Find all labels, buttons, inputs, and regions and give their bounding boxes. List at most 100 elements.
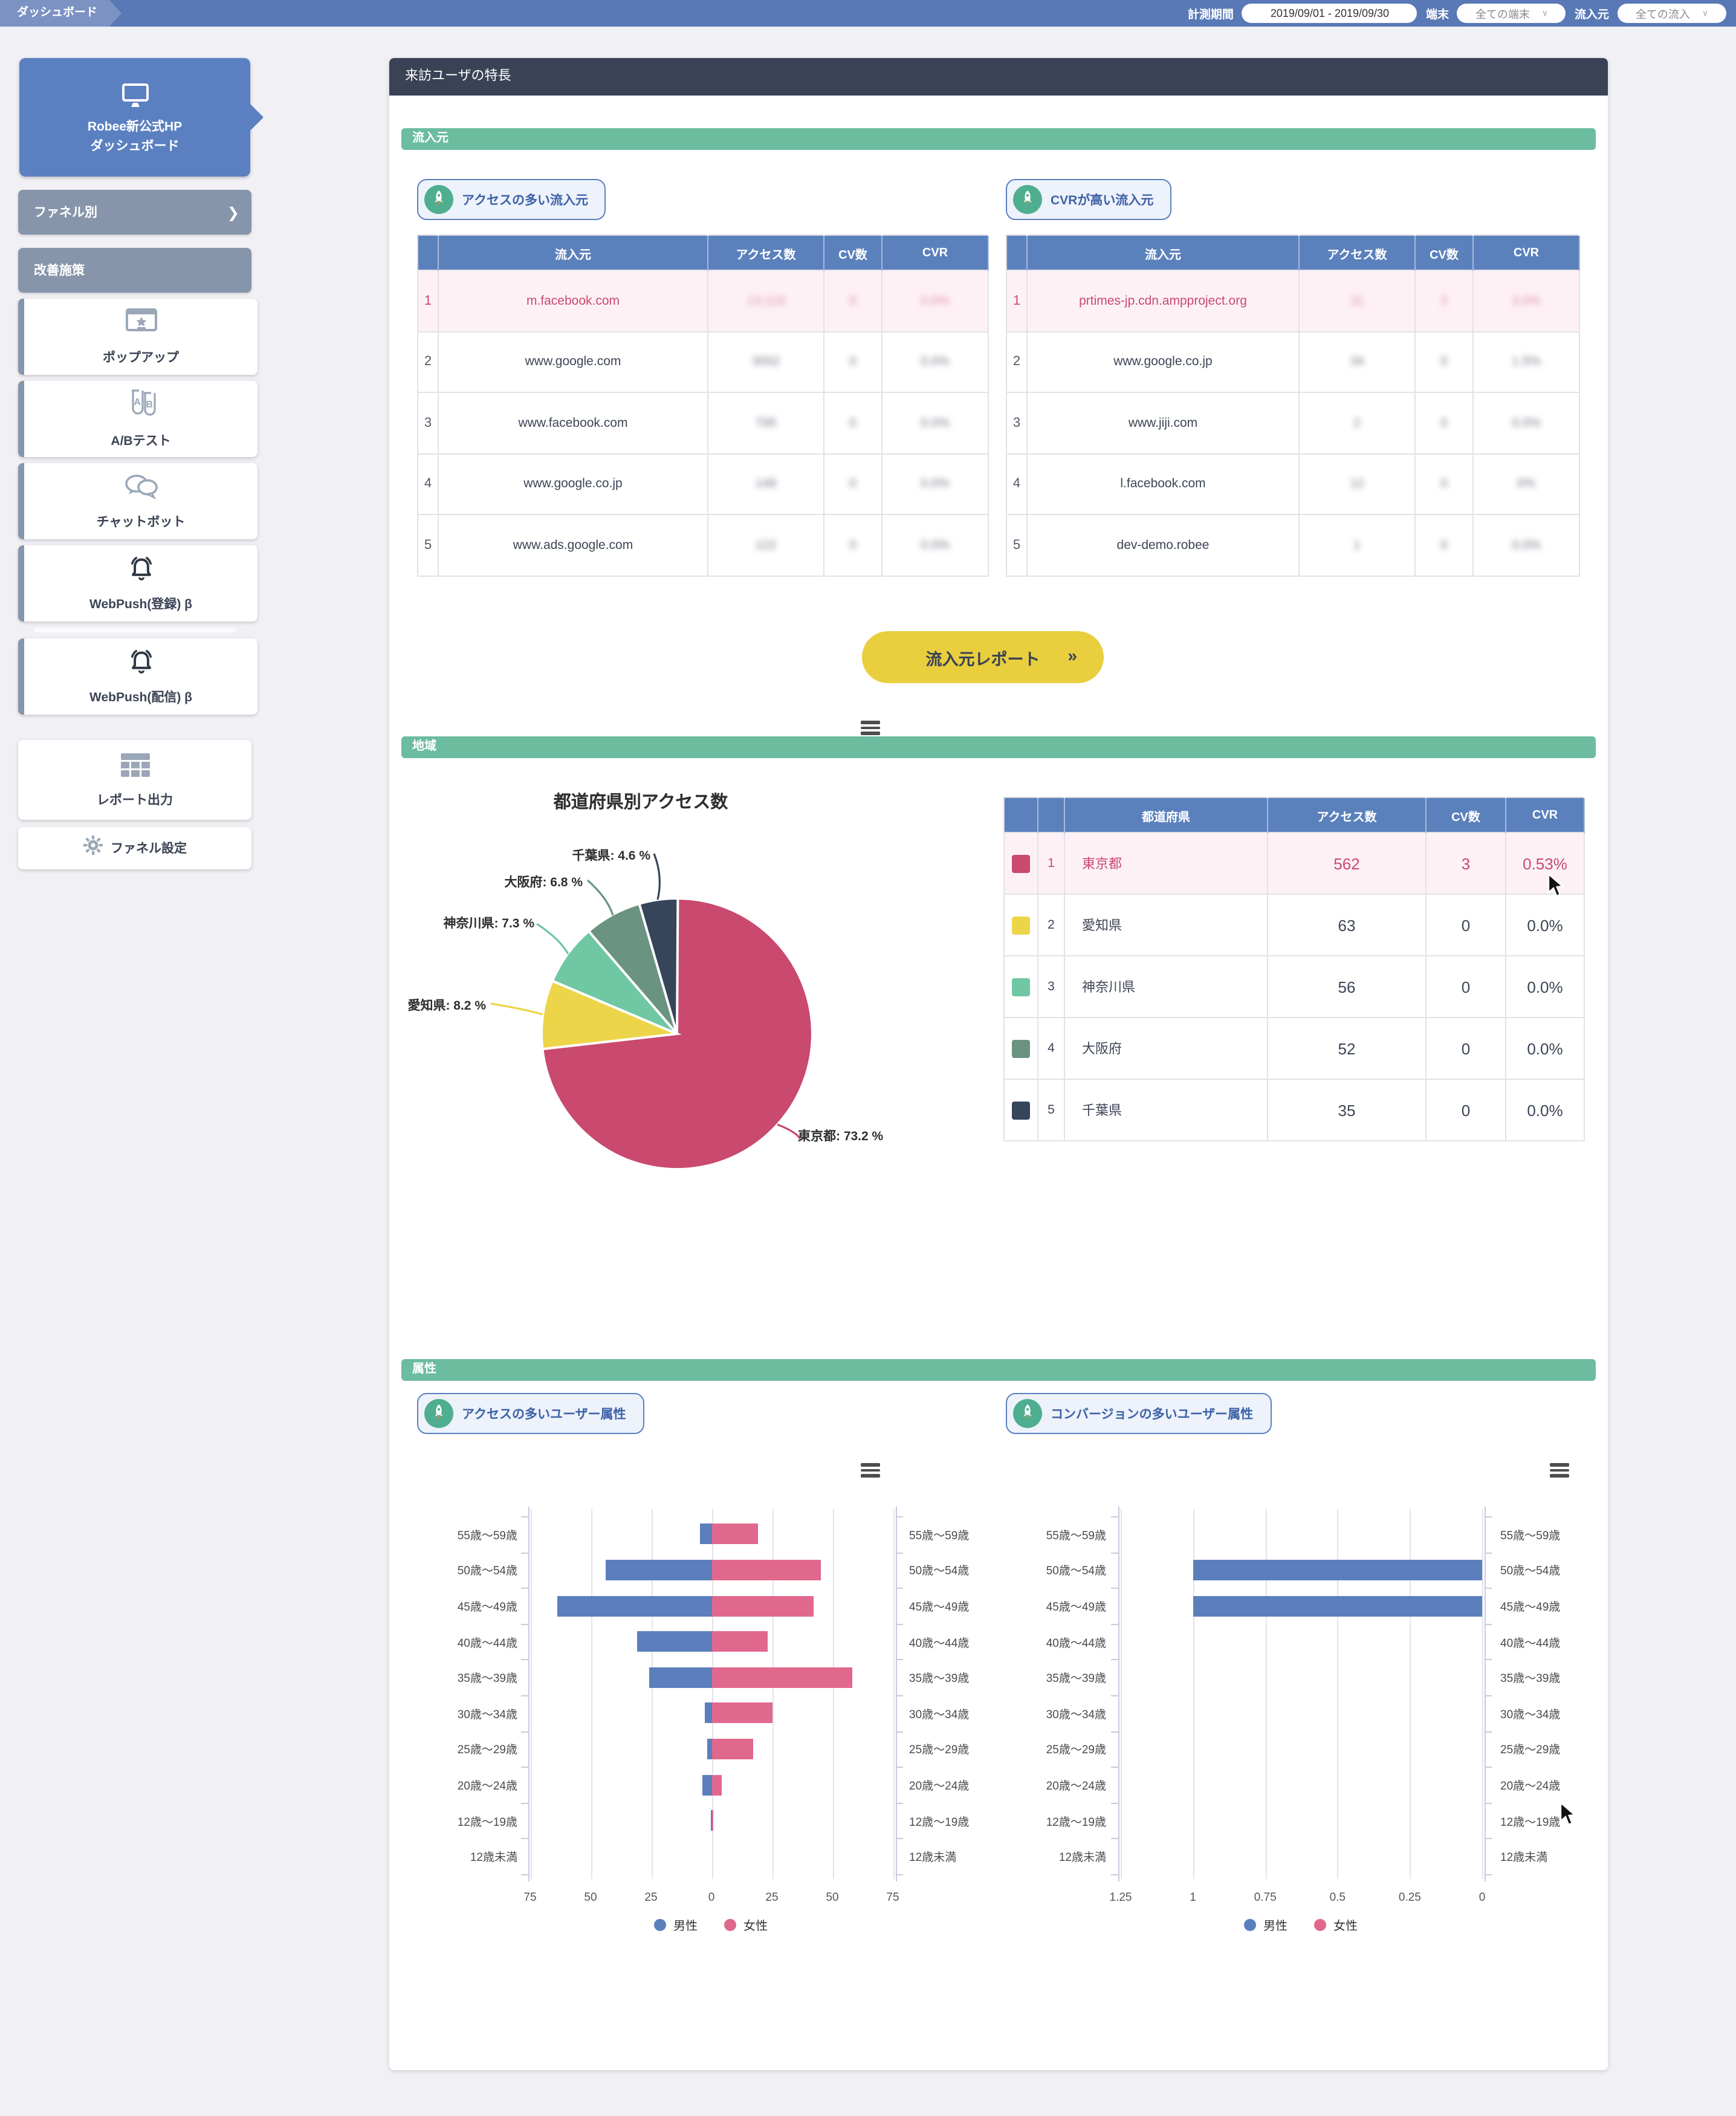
badge-access-attr: アクセスの多いユーザー属性 xyxy=(417,1393,644,1434)
rocket-icon xyxy=(1013,185,1042,214)
pref-cell: 愛知県 xyxy=(1064,894,1268,956)
table-row: 1 prtimes-jp.cdn.ampproject.org 11 3 3.0% xyxy=(1006,270,1580,332)
active-item-pointer xyxy=(250,104,264,131)
pie-menu-icon[interactable] xyxy=(861,721,880,735)
age-label: 12歳〜19歳 xyxy=(1500,1816,1561,1829)
access-pyramid-chart: 75 50 25 0 25 50 75 55歳〜59歳 55歳〜59歳 50歳〜54歳 50歳〜54… xyxy=(397,1499,1001,1947)
col-access: アクセス数 xyxy=(708,235,824,270)
sidebar-item-5[interactable]: WebPush(配信) β xyxy=(18,638,257,715)
male-legend-dot xyxy=(1244,1918,1256,1930)
cvr-cell: 0.0% xyxy=(1505,894,1585,956)
source-cell: www.google.co.jp xyxy=(1026,331,1300,393)
cv-cell: 0 xyxy=(1414,392,1474,454)
age-label: 12歳未満 xyxy=(470,1851,517,1865)
age-label: 25歳〜29歳 xyxy=(909,1744,970,1757)
access-cell: 2 xyxy=(1298,392,1416,454)
table-row: 1 m.facebook.com 13,119 0 0.0% xyxy=(417,270,989,332)
rocket-icon xyxy=(424,185,453,214)
popup-icon xyxy=(120,308,161,343)
device-select[interactable]: 全ての端末 ∨ xyxy=(1457,4,1566,23)
table-row: 5 dev-demo.robee 1 0 0.0% xyxy=(1006,514,1580,576)
sidebar-item-3[interactable]: チャットボット xyxy=(18,463,257,539)
sidebar-item-funnel[interactable]: ファネル別 ❯ xyxy=(18,190,251,235)
pie-label-osaka: 大阪府: 6.8 % xyxy=(504,875,583,890)
cv-cell: 0 xyxy=(823,331,883,393)
device-label: 端末 xyxy=(1425,8,1449,22)
cv-cell: 0 xyxy=(823,270,883,332)
sidebar-item-4[interactable]: WebPush(登録) β xyxy=(18,545,257,621)
female-bar xyxy=(711,1702,772,1724)
cv-attr-menu-icon[interactable] xyxy=(1550,1463,1569,1478)
cvr-cell: 0.0% xyxy=(881,514,989,576)
age-label: 25歳〜29歳 xyxy=(1046,1744,1106,1757)
pie-label-tokyo: 東京都: 73.2 % xyxy=(798,1129,884,1144)
col-pref: 都道府県 xyxy=(1064,797,1268,832)
sidebar-dashboard-label-line2: ダッシュボード xyxy=(90,138,180,153)
sidebar-item-7[interactable]: ファネル設定 xyxy=(18,827,251,869)
age-label: 55歳〜59歳 xyxy=(1500,1529,1561,1543)
access-attr-menu-icon[interactable] xyxy=(861,1463,880,1478)
age-label: 45歳〜49歳 xyxy=(1500,1601,1561,1614)
table-row: 2 www.google.co.jp 34 0 1.5% xyxy=(1006,331,1580,393)
rocket-icon xyxy=(424,1399,453,1428)
traffic-source-label: 流入元 xyxy=(1574,8,1609,22)
report-grid-icon xyxy=(117,751,153,786)
breadcrumb[interactable]: ダッシュボード xyxy=(0,0,121,27)
col-cv: CV数 xyxy=(1426,797,1506,832)
pref-cell: 神奈川県 xyxy=(1064,955,1268,1018)
age-label: 50歳〜54歳 xyxy=(1046,1565,1106,1579)
table-row: 3 www.facebook.com 795 0 0.0% xyxy=(417,392,989,454)
age-label: 55歳〜59歳 xyxy=(909,1529,970,1543)
sidebar-dashboard-label-line1: Robee新公式HP xyxy=(87,119,183,134)
col-rank xyxy=(1006,235,1028,270)
color-swatch xyxy=(1003,1079,1038,1141)
cvr-cell: 0.0% xyxy=(1505,955,1585,1018)
age-label: 45歳〜49歳 xyxy=(909,1601,970,1614)
source-cell: www.ads.google.com xyxy=(438,514,708,576)
cv-cell: 0 xyxy=(823,392,883,454)
color-swatch xyxy=(1003,832,1038,895)
sidebar-item-1[interactable]: ポップアップ xyxy=(18,299,257,375)
mouse-cursor xyxy=(1559,1802,1576,1826)
cvr-cell: 0.0% xyxy=(881,331,989,393)
female-bar xyxy=(711,1667,852,1688)
sidebar-item-2[interactable]: A B A/Bテスト xyxy=(18,381,257,457)
sidebar-section-kaizen[interactable]: 改善施策 xyxy=(18,248,251,293)
traffic-source-select[interactable]: 全ての流入 ∨ xyxy=(1618,4,1726,23)
age-label: 35歳〜39歳 xyxy=(909,1672,970,1686)
rocket-icon xyxy=(1013,1399,1042,1428)
male-bar xyxy=(702,1774,711,1795)
access-cell: 13,119 xyxy=(707,270,824,332)
cv-cell: 0 xyxy=(1414,331,1474,393)
color-swatch xyxy=(1003,894,1038,956)
period-input[interactable]: 2019/09/01 - 2019/09/30 xyxy=(1242,4,1417,23)
female-legend-dot xyxy=(1314,1918,1326,1930)
age-label: 35歳〜39歳 xyxy=(1046,1672,1106,1686)
age-label: 40歳〜44歳 xyxy=(909,1637,970,1650)
source-cell: www.google.co.jp xyxy=(438,453,708,515)
age-label: 12歳未満 xyxy=(909,1851,957,1865)
sidebar-item-dashboard[interactable]: Robee新公式HP ダッシュボード xyxy=(19,58,250,177)
access-cell: 12 xyxy=(1298,453,1416,515)
access-source-table: 流入元 アクセス数 CV数 CVR 1 m.facebook.com 13,119 0… xyxy=(417,235,989,576)
double-chevron-right-icon: » xyxy=(1067,646,1077,665)
page-title: 来訪ユーザの特長 xyxy=(389,58,1608,96)
age-label: 12歳〜19歳 xyxy=(457,1816,517,1829)
col-rank xyxy=(418,235,439,270)
section-header-region: 地域 xyxy=(401,736,1596,758)
cv-cell: 0 xyxy=(1425,955,1506,1018)
access-cell: 35 xyxy=(1267,1079,1427,1141)
access-cell: 122 xyxy=(707,514,824,576)
source-report-button[interactable]: 流入元レポート» xyxy=(862,631,1104,683)
svg-text:B: B xyxy=(145,399,152,409)
male-bar xyxy=(636,1631,711,1652)
svg-text:A: A xyxy=(133,397,140,407)
table-row: 1 東京都 562 3 0.53% xyxy=(1003,832,1585,895)
age-label: 20歳〜24歳 xyxy=(457,1780,517,1793)
sidebar-item-6[interactable]: レポート出力 xyxy=(18,740,251,820)
table-row: 2 www.google.com 3002 0 0.0% xyxy=(417,331,989,393)
chevron-down-icon: ∨ xyxy=(1541,10,1549,18)
source-cell: prtimes-jp.cdn.ampproject.org xyxy=(1026,270,1300,332)
source-cell: dev-demo.robee xyxy=(1026,514,1300,576)
